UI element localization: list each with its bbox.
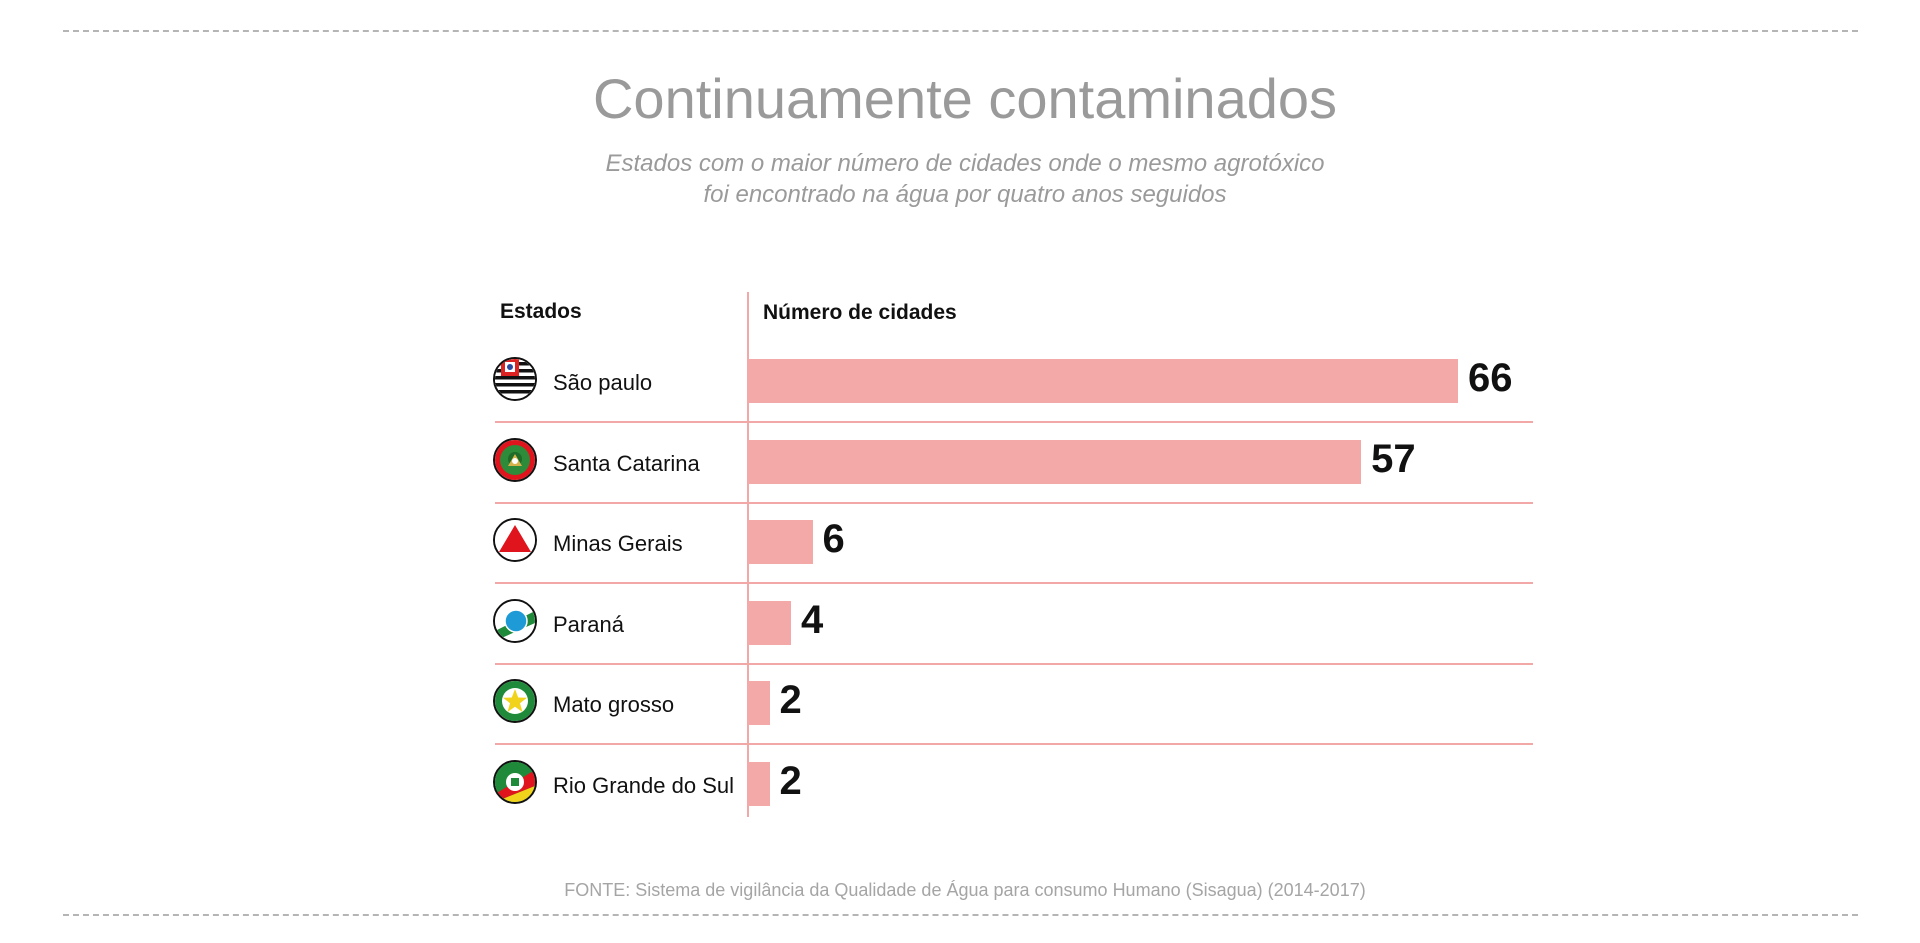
category-tick-label: Paraná (553, 611, 624, 637)
chart-row: Rio Grande do Sul 2 (0, 743, 1920, 823)
bar-value-label: 4 (801, 597, 824, 642)
chart-row: Santa Catarina 57 (0, 421, 1920, 501)
subtitle-line-2: foi encontrado na água por quatro anos s… (703, 181, 1227, 208)
row-divider (495, 743, 1533, 745)
chart-subtitle: Estados com o maior número de cidades on… (0, 148, 1920, 210)
bar (748, 439, 1362, 484)
value-column-header: Número de cidades (763, 301, 957, 324)
subtitle-line-1: Estados com o maior número de cidades on… (605, 150, 1325, 177)
sao-paulo-flag-icon (493, 357, 537, 401)
row-divider (495, 421, 1533, 423)
bar (748, 600, 792, 645)
bottom-dashed-divider (63, 914, 1858, 916)
rio-grande-do-sul-flag-icon (493, 759, 537, 804)
row-divider (495, 501, 1533, 504)
chart-row: Minas Gerais 6 (0, 501, 1920, 581)
bar (748, 520, 813, 564)
category-tick-label: Santa Catarina (553, 450, 700, 476)
category-tick-label: Minas Gerais (553, 531, 683, 556)
bar-value-label: 66 (1468, 356, 1513, 400)
bar (748, 761, 770, 806)
category-column-header: Estados (500, 300, 582, 323)
category-tick-label: São paulo (553, 370, 653, 395)
minas-gerais-flag-icon (493, 518, 537, 562)
chart-row: Mato grosso 2 (0, 662, 1920, 742)
parana-flag-icon (493, 598, 537, 643)
chart-title: Continuamente contaminados (592, 67, 1338, 130)
bar (748, 359, 1458, 403)
category-tick-label: Rio Grande do Sul (553, 772, 734, 798)
row-divider (495, 582, 1533, 584)
bar-value-label: 57 (1371, 436, 1416, 481)
chart-row: São paulo 66 (0, 340, 1920, 420)
bar-value-label: 2 (779, 678, 802, 722)
bar (748, 681, 770, 725)
bar-value-label: 2 (779, 758, 802, 803)
category-tick-label: Mato grosso (553, 692, 675, 717)
source-note: FONTE: Sistema de vigilância da Qualidad… (564, 880, 1366, 900)
santa-catarina-flag-icon (493, 437, 537, 482)
bar-value-label: 6 (822, 517, 845, 561)
chart-row: Paraná 4 (0, 582, 1920, 662)
mato-grosso-flag-icon (493, 679, 537, 723)
row-divider (495, 662, 1533, 665)
top-dashed-divider (63, 30, 1858, 32)
